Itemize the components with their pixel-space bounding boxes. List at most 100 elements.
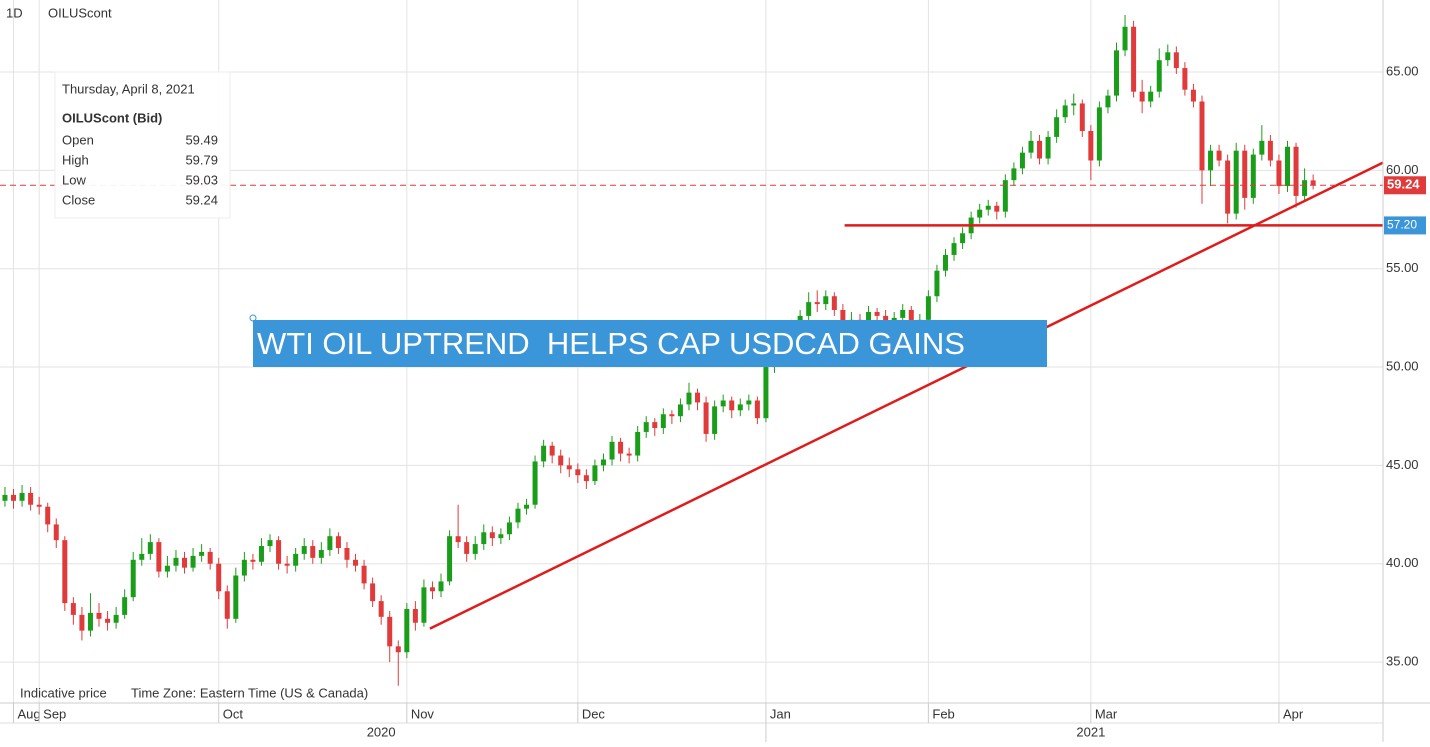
candle-body (703, 402, 709, 434)
candle-body (600, 459, 606, 466)
candle-body (737, 404, 743, 411)
tooltip-value: 59.79 (185, 152, 218, 167)
candle-body (1259, 140, 1265, 155)
support-price-label: 57.20 (1387, 218, 1417, 232)
footer-note: Indicative price (20, 685, 107, 700)
candle-body (412, 608, 418, 623)
candle-body (977, 209, 983, 218)
candle-body (831, 296, 837, 310)
candle-body (310, 546, 316, 558)
x-tick-label: Aug (18, 706, 41, 721)
candle-body (1062, 105, 1068, 118)
candle-body (301, 546, 307, 554)
candle-body (866, 311, 872, 328)
candle-body (1250, 154, 1256, 198)
candle-body (293, 553, 299, 566)
x-tick-label: Nov (411, 706, 435, 721)
candle-body (677, 404, 683, 417)
candle-body (36, 504, 42, 507)
candle-body (45, 506, 51, 525)
candle-body (79, 614, 85, 631)
candle-body (224, 591, 230, 619)
candle-body (1002, 180, 1008, 212)
candle-body (1113, 50, 1119, 96)
candle-body (609, 441, 615, 460)
candle-body (164, 565, 170, 572)
candle-body (19, 492, 25, 501)
candle-body (874, 311, 880, 316)
candle-body (720, 400, 726, 407)
candle-body (643, 422, 649, 432)
candle-body (1165, 52, 1171, 61)
candle-body (335, 536, 341, 549)
candle-body (695, 392, 701, 403)
candle-body (1019, 152, 1025, 169)
candle-body (28, 492, 34, 505)
candle-body (541, 445, 547, 462)
candle-body (1037, 140, 1043, 159)
tooltip-value: 59.03 (185, 172, 218, 187)
candle-body (1139, 91, 1145, 102)
tooltip-field: High (62, 152, 89, 167)
candle-body (105, 618, 111, 623)
tooltip-field: Low (62, 172, 86, 187)
year-label: 2020 (367, 724, 396, 739)
candle-body (942, 254, 948, 271)
y-tick-label: 50.00 (1386, 358, 1419, 373)
x-tick-label: Mar (1095, 706, 1118, 721)
candle-body (395, 646, 401, 653)
candle-body (994, 205, 1000, 212)
candle-body (1199, 101, 1205, 171)
candle-body (583, 475, 589, 482)
candle-body (754, 400, 760, 419)
candle-body (1122, 26, 1128, 51)
candle-body (344, 548, 350, 560)
candle-body (481, 532, 487, 545)
footer-note: Time Zone: Eastern Time (US & Canada) (131, 685, 368, 700)
y-tick-label: 65.00 (1386, 63, 1419, 78)
candle-body (267, 540, 273, 547)
candle-body (182, 557, 188, 568)
candle-body (635, 431, 641, 456)
candle-body (1096, 107, 1102, 161)
candle-body (900, 309, 906, 318)
last-price-label: 59.24 (1387, 177, 1420, 192)
candle-body (1276, 160, 1282, 187)
candle-body (626, 453, 632, 456)
candle-body (241, 559, 247, 576)
candle-body (387, 616, 393, 647)
candle-body (1148, 91, 1154, 102)
candle-body (11, 494, 17, 501)
candle-body (1011, 168, 1017, 181)
candle-body (1088, 131, 1094, 161)
candle-body (566, 465, 572, 470)
x-tick-label: Sep (43, 706, 66, 721)
candle-body (1293, 146, 1299, 196)
candle-body (498, 534, 504, 539)
candle-body (318, 549, 324, 558)
candle-body (276, 540, 282, 564)
last-price-box (1384, 176, 1426, 195)
candle-body (1190, 89, 1196, 102)
candle-body (147, 542, 153, 554)
candle-body (2, 494, 8, 501)
candle-body (258, 546, 264, 562)
x-tick-label: Dec (582, 706, 606, 721)
annotation-banner (253, 320, 1047, 367)
candle-body (327, 536, 333, 550)
candle-body (746, 400, 752, 405)
candle-body (421, 587, 427, 623)
candle-body (669, 414, 675, 417)
tooltip-series: OILUScont (Bid) (62, 110, 162, 125)
candle-body (62, 540, 68, 604)
year-label: 2021 (1076, 724, 1105, 739)
candle-body (823, 296, 829, 305)
candle-body (1156, 60, 1162, 92)
candle-body (558, 455, 564, 466)
y-tick-label: 40.00 (1386, 555, 1419, 570)
candle-body (156, 542, 162, 572)
candle-body (489, 532, 495, 539)
candle-body (686, 392, 692, 405)
candle-body (1131, 26, 1137, 92)
symbol: OILUScont (48, 5, 112, 20)
